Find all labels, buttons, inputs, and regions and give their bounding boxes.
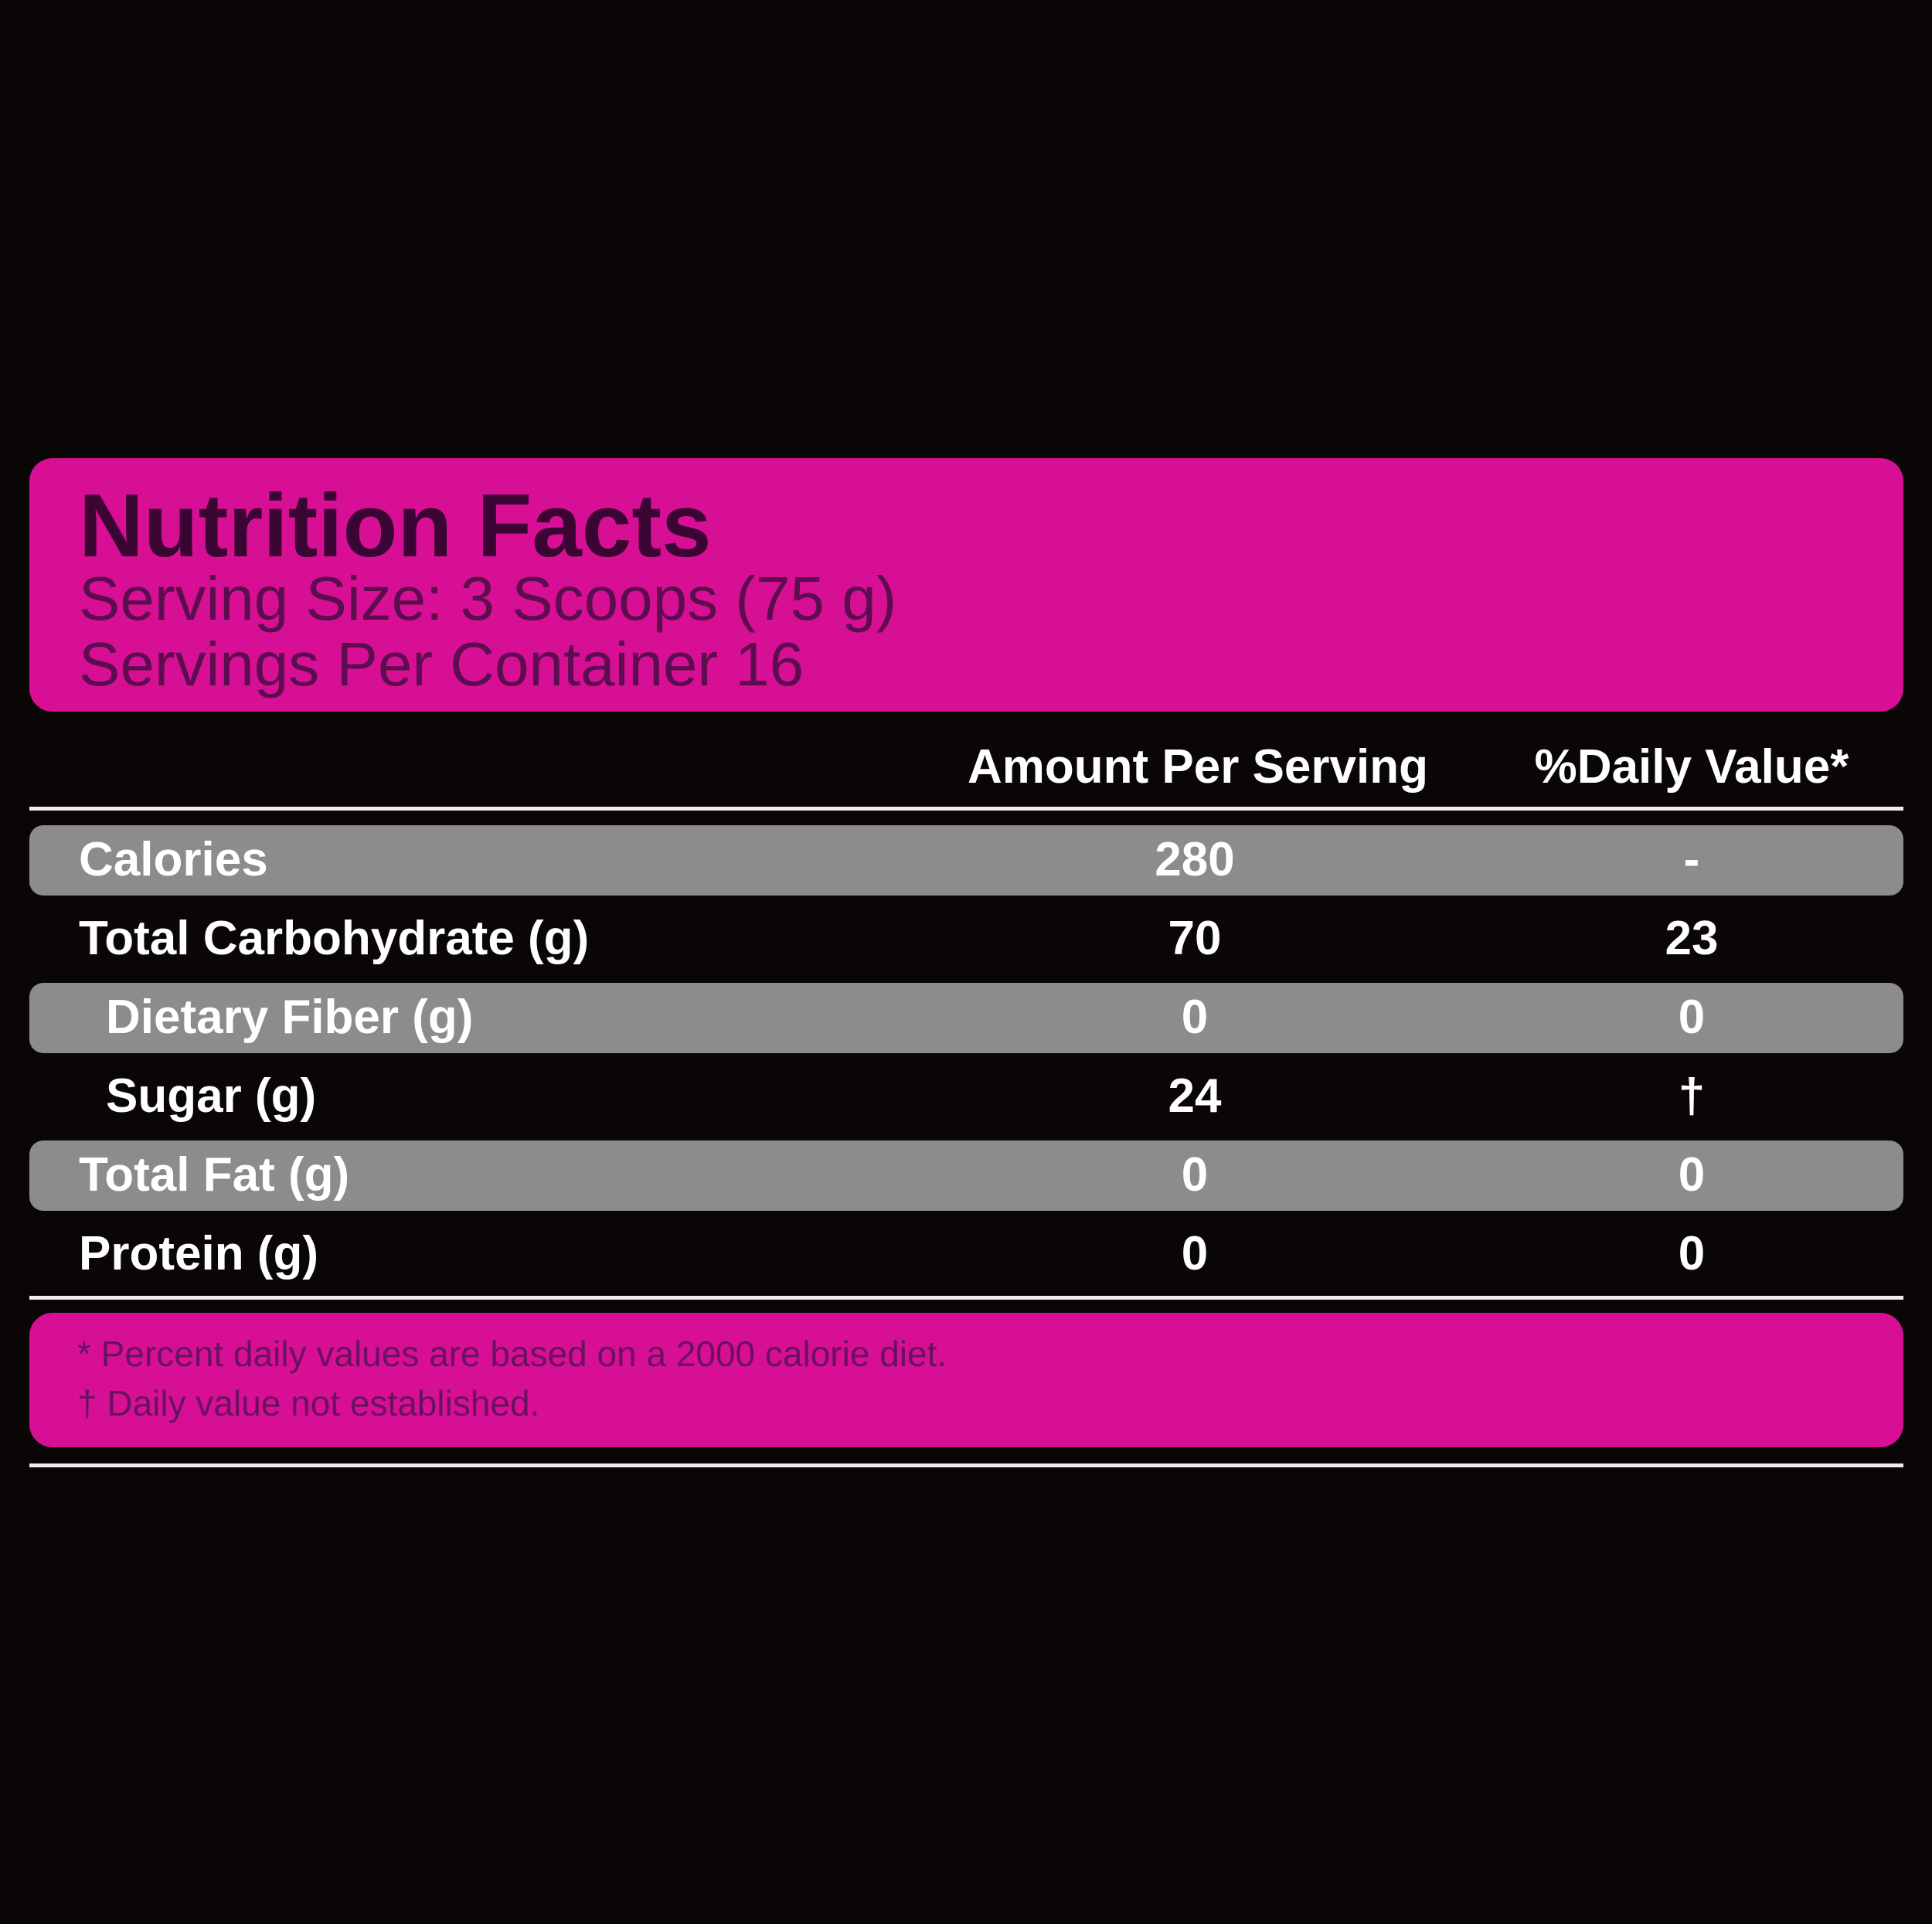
amount: 70 [1168, 912, 1222, 965]
amount: 0 [1181, 1227, 1209, 1280]
footnote: * Percent daily values are based on a 20… [77, 1334, 947, 1374]
divider [29, 1296, 1903, 1300]
header-box [29, 458, 1903, 712]
row-band [29, 1140, 1903, 1211]
amount: 24 [1168, 1069, 1222, 1123]
column-header: %Daily Value* [1534, 740, 1849, 794]
amount: 0 [1181, 1148, 1209, 1202]
serving-size: Serving Size: 3 Scoops (75 g) [79, 564, 897, 633]
servings-per-container: Servings Per Container 16 [79, 630, 804, 699]
daily-value: 0 [1678, 1227, 1706, 1280]
amount: 0 [1181, 991, 1209, 1044]
column-header: Amount Per Serving [968, 740, 1428, 794]
row-band [29, 825, 1903, 896]
daily-value: - [1683, 833, 1700, 886]
daily-value: 0 [1678, 991, 1706, 1044]
footnote: † Daily value not established. [77, 1383, 540, 1423]
row-label: Calories [79, 833, 268, 886]
footnote-box [29, 1313, 1903, 1447]
daily-value: 0 [1678, 1148, 1706, 1202]
row-label: Total Carbohydrate (g) [79, 912, 590, 965]
amount: 280 [1155, 833, 1235, 886]
row-label: Dietary Fiber (g) [106, 991, 474, 1044]
daily-value: 23 [1665, 912, 1719, 965]
row-label: Sugar (g) [106, 1069, 317, 1123]
row-label: Protein (g) [79, 1227, 318, 1280]
divider [29, 807, 1903, 811]
row-label: Total Fat (g) [79, 1148, 350, 1202]
row-band [29, 983, 1903, 1053]
divider [29, 1463, 1903, 1467]
title: Nutrition Facts [79, 475, 712, 576]
daily-value: † [1678, 1069, 1706, 1123]
